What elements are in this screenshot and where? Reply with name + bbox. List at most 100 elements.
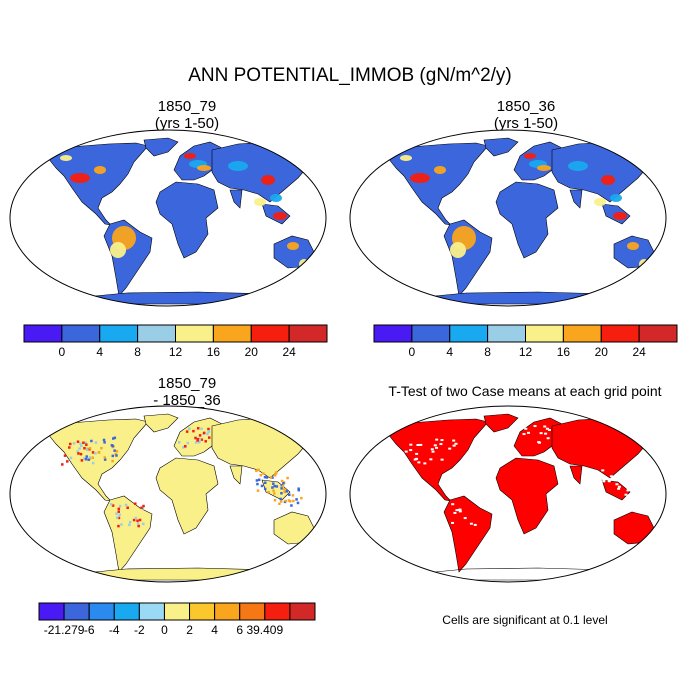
- non-significant-cell: [601, 469, 605, 472]
- non-significant-cell: [453, 511, 457, 514]
- diff-cell: [83, 446, 86, 450]
- diff-cell: [265, 476, 269, 479]
- colorbar-tick-label: 4: [211, 623, 218, 637]
- colorbar-swatch: [449, 324, 489, 343]
- non-significant-cell: [604, 477, 608, 480]
- diff-cell: [88, 456, 92, 459]
- non-significant-cell: [632, 503, 636, 506]
- non-significant-cell: [544, 432, 548, 435]
- land-na: [47, 142, 149, 226]
- non-significant-cell: [416, 443, 420, 446]
- colorbar-tick-label: 0: [161, 623, 168, 637]
- diff-cell: [198, 438, 202, 442]
- panel-2-title-line2: (yrs 1-50): [493, 115, 559, 132]
- non-significant-cell: [403, 456, 407, 459]
- diff-cell: [296, 501, 300, 505]
- colorbar-tick-label: 20: [245, 345, 259, 359]
- diff-cell: [94, 452, 97, 455]
- colorbar-swatch: [264, 602, 291, 621]
- diff-cell: [116, 516, 119, 519]
- colorbar-swatch: [250, 324, 290, 343]
- diff-cell: [103, 456, 107, 459]
- diff-cell: [207, 430, 210, 433]
- colorbar-tick-label: 16: [207, 345, 221, 359]
- diff-cell: [207, 427, 210, 431]
- colorbar-swatch: [99, 324, 139, 343]
- map-frame: [9, 405, 327, 583]
- non-significant-cell: [419, 443, 423, 446]
- colorbar-swatch: [175, 324, 214, 343]
- diff-cell: [124, 503, 128, 507]
- non-significant-cell: [617, 485, 621, 488]
- diff-cell: [97, 451, 101, 454]
- non-significant-cell: [545, 427, 549, 430]
- diff-cell: [275, 485, 279, 488]
- colorbar-tick-label: 8: [484, 345, 491, 359]
- diff-cell: [186, 441, 190, 445]
- diff-cell: [188, 427, 191, 431]
- high-value-region: [94, 166, 106, 174]
- diff-cell: [84, 457, 88, 461]
- high-value-region: [60, 155, 72, 161]
- non-significant-cell: [404, 450, 408, 453]
- colorbar-tick-label: 20: [595, 345, 609, 359]
- panel-1-title-line1: 1850_79: [157, 98, 217, 115]
- diff-cell: [255, 469, 258, 473]
- diff-cell: [202, 431, 206, 435]
- colorbar-tick-label: 24: [282, 345, 296, 359]
- diff-cell: [281, 484, 285, 488]
- diff-cell: [117, 516, 121, 520]
- diff-cell: [115, 450, 119, 453]
- panel-3-title-line2: - 1850_36: [153, 392, 221, 409]
- non-significant-cell: [524, 427, 528, 430]
- colorbar-swatch: [239, 602, 266, 621]
- diff-cell: [80, 459, 84, 462]
- non-significant-cell: [526, 431, 530, 434]
- colorbar-swatch: [289, 602, 316, 621]
- non-significant-cell: [430, 448, 434, 451]
- diff-cell: [182, 446, 185, 449]
- map-frame: [349, 129, 667, 307]
- high-value-region: [273, 212, 287, 220]
- diff-cell: [87, 458, 90, 461]
- diff-cell: [272, 482, 275, 485]
- diff-cell: [118, 513, 121, 516]
- non-significant-cell: [451, 521, 455, 524]
- colorbar-tick-label: 39.409: [246, 623, 283, 637]
- diff-cell: [291, 494, 295, 497]
- non-significant-cell: [454, 442, 458, 445]
- diff-cell: [263, 475, 267, 479]
- diff-cell: [197, 441, 201, 444]
- colorbar-swatch: [163, 602, 191, 621]
- non-significant-cell: [435, 446, 439, 449]
- diff-cell: [259, 473, 263, 477]
- diff-cell: [90, 439, 93, 443]
- diff-cell: [85, 448, 89, 451]
- high-value-region: [434, 166, 446, 174]
- diff-cell: [111, 504, 115, 507]
- diff-cell: [292, 499, 295, 503]
- diff-cell: [257, 468, 260, 472]
- diff-cell: [271, 476, 274, 479]
- land-sa: [443, 495, 493, 573]
- colorbar-tick-label: 12: [519, 345, 533, 359]
- diff-cell: [132, 518, 136, 522]
- diff-cell: [80, 444, 83, 448]
- non-significant-cell: [626, 489, 630, 492]
- diff-cell: [84, 441, 87, 445]
- colorbar-tick-label: 8: [134, 345, 141, 359]
- diff-cell: [100, 446, 103, 450]
- non-significant-cell: [622, 473, 626, 476]
- diff-cell: [280, 487, 283, 490]
- land-af: [155, 181, 219, 259]
- non-significant-cell: [624, 482, 628, 485]
- diff-cell: [297, 487, 300, 490]
- colorbar-tick-label: -2: [134, 623, 145, 637]
- diff-cell: [207, 436, 211, 439]
- non-significant-cell: [455, 509, 459, 512]
- non-significant-cell: [631, 486, 635, 489]
- colorbar-difference: -21.279 -6 -4 -2 0 2 4 6 39.409: [38, 602, 316, 637]
- colorbar-swatch: [288, 324, 328, 343]
- diff-cell: [76, 440, 80, 443]
- non-significant-cell: [429, 458, 433, 461]
